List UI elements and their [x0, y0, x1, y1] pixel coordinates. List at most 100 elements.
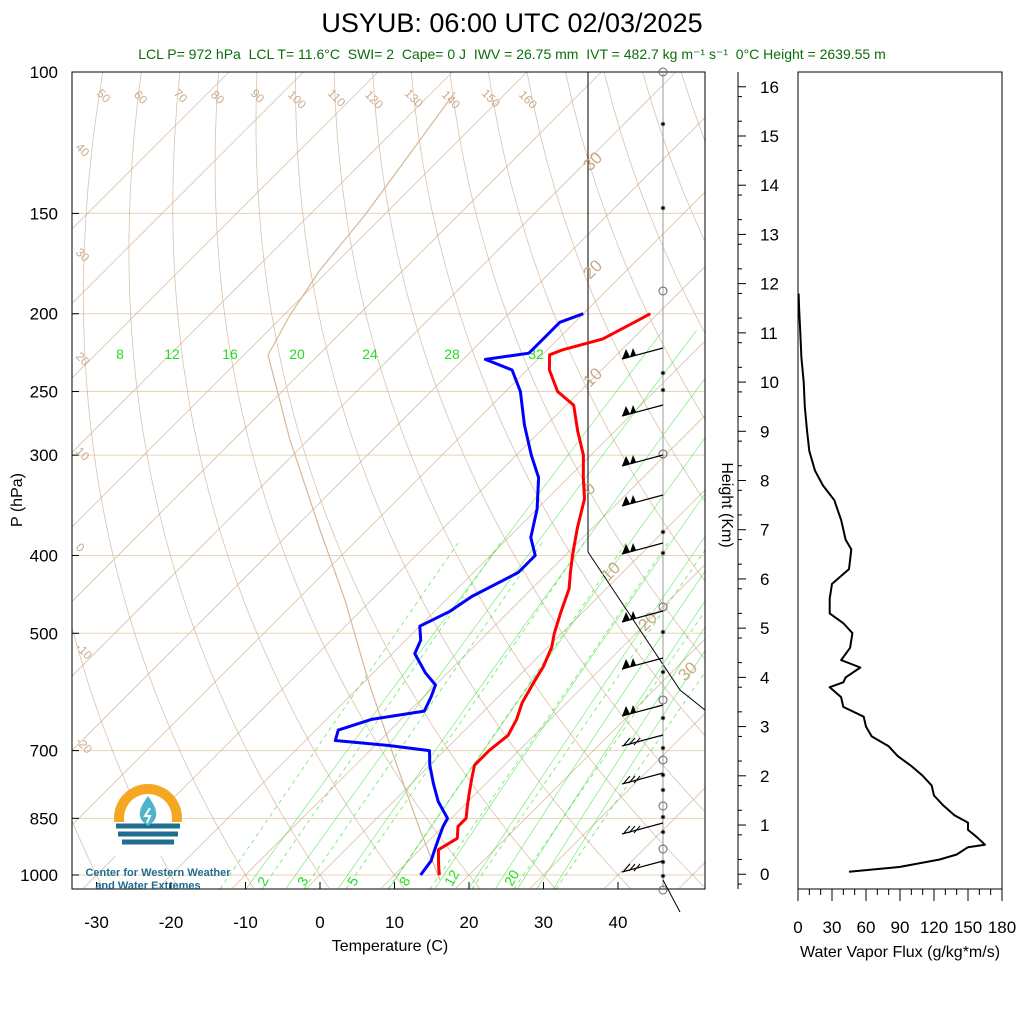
wind-level-dot	[658, 67, 668, 77]
skewt-frame	[71, 71, 706, 890]
mixing-ratio-label: 20	[289, 346, 305, 362]
wind-level-dot	[660, 629, 666, 635]
moist-adiabat-line	[219, 539, 461, 889]
mixing-ratio-label: 5	[344, 874, 362, 889]
isotherm-label: -20	[73, 734, 95, 756]
dry-adiabat-line	[372, 72, 705, 813]
dry-adiabat-line	[295, 72, 632, 889]
dry-adiabat-line	[642, 72, 705, 243]
wind-level-dot	[660, 529, 666, 535]
parcel-line	[267, 354, 441, 881]
isotherm-line	[72, 191, 705, 826]
wetbulb-label: 20	[579, 256, 606, 283]
moist-adiabat-line	[471, 549, 705, 889]
wind-level-dot	[660, 370, 666, 376]
isotherm-label: 10	[73, 444, 93, 464]
isotherm-line	[72, 72, 528, 528]
wind-barb-feather	[623, 825, 631, 834]
wind-barb-feather	[623, 863, 631, 872]
dry-adiabat-line	[836, 72, 1024, 892]
logo-bolt-icon	[143, 807, 152, 824]
height-tick-label: 9	[760, 422, 769, 441]
dry-adiabat-line	[565, 72, 705, 420]
height-tick-label: 15	[760, 127, 779, 146]
wind-barb-flag	[622, 456, 630, 466]
dry-adiabat-line	[172, 72, 406, 889]
wind-barb-feather	[628, 863, 636, 872]
wind-barb-feather	[633, 863, 641, 872]
flux-tick-label: 60	[857, 918, 876, 937]
moist-adiabat-line	[513, 610, 705, 889]
isotherm-line	[72, 116, 705, 752]
height-tick-label: 3	[760, 718, 769, 737]
isotherm-label: 0	[73, 540, 88, 555]
isotherm-label: 40	[73, 140, 93, 160]
mixing-ratio-line	[245, 330, 664, 889]
wind-barb-flag	[622, 706, 630, 716]
wind-level-dot	[660, 205, 666, 211]
p-tick-label: 850	[30, 809, 58, 828]
wind-barb-feather	[633, 825, 641, 834]
isotherm-line	[81, 265, 705, 889]
wind-barb-flag	[630, 495, 636, 504]
isotherm-line	[230, 414, 705, 889]
wind-barb-flag	[622, 544, 630, 554]
isotherm-line	[454, 638, 705, 889]
wind-level-dot	[660, 550, 666, 556]
mixing-ratio-line	[552, 649, 705, 889]
height-tick-label: 0	[760, 865, 769, 884]
p-tick-label: 500	[30, 624, 58, 643]
isotherm-line	[603, 787, 705, 889]
wind-level-dot	[660, 715, 666, 721]
dewpoint-trace	[333, 312, 584, 876]
t-tick-label: 40	[609, 913, 628, 932]
moist-adiabat-line	[345, 539, 587, 889]
iwv-value: IWV = 26.75 mm	[473, 46, 579, 62]
chart-title: USYUB: 06:00 UTC 02/03/2025	[321, 8, 703, 38]
barb-column-divider	[587, 72, 706, 711]
wind-barb-flag	[630, 543, 636, 552]
wind-barb-flag	[630, 705, 636, 714]
wind-level-dot	[658, 755, 668, 765]
dry-adiabat-line	[255, 72, 557, 889]
mixing-ratio-label: 12	[441, 867, 463, 889]
p-tick-label: 300	[30, 446, 58, 465]
mixing-ratio-label: 12	[164, 346, 180, 362]
t-tick-label: -10	[233, 913, 258, 932]
dry-adiabat-line	[333, 72, 705, 889]
wetbulb-label: 10	[597, 558, 624, 585]
mixing-ratio-line	[388, 437, 705, 889]
wind-barb-flag	[630, 455, 636, 464]
t-tick-label: 30	[534, 913, 553, 932]
isotherm-line	[379, 563, 705, 889]
wind-barb-flag	[630, 658, 636, 667]
y-axis-label: P (hPa)	[9, 473, 26, 527]
wind-barb-staff	[621, 772, 664, 785]
chart-subtitle: LCL P= 972 hPa LCL T= 11.6°C SWI= 2 Cape…	[0, 46, 1024, 63]
height-tick-label: 13	[760, 225, 779, 244]
lcl-pressure: LCL P= 972 hPa	[138, 46, 241, 62]
isotherm-line	[72, 72, 602, 603]
wind-level-dot	[660, 787, 666, 793]
wind-level-dot	[660, 814, 666, 820]
moist-adiabat-line	[261, 539, 503, 889]
dry-adiabat-line	[797, 72, 1024, 892]
temperature-trace	[436, 312, 652, 876]
wind-level-dot	[658, 801, 668, 811]
mixing-ratio-label: 28	[444, 346, 460, 362]
wind-barb-flag	[630, 405, 636, 414]
t-tick-label: 20	[460, 913, 479, 932]
isotherm-label: 20	[73, 349, 93, 369]
dry-adiabat-label: 60	[131, 88, 151, 108]
dry-adiabat-label: 160	[516, 88, 540, 112]
height-tick-label: 8	[760, 472, 769, 491]
wind-level-dot	[660, 829, 666, 835]
wind-barb-feather	[628, 775, 636, 784]
wind-level-dot	[660, 387, 666, 393]
mixing-ratio-line	[467, 535, 705, 889]
flux-tick-label: 150	[954, 918, 982, 937]
flux-tick-label: 120	[920, 918, 948, 937]
dry-adiabat-line	[603, 72, 705, 334]
isotherm-line	[72, 72, 379, 379]
dry-adiabat-line	[410, 72, 705, 737]
